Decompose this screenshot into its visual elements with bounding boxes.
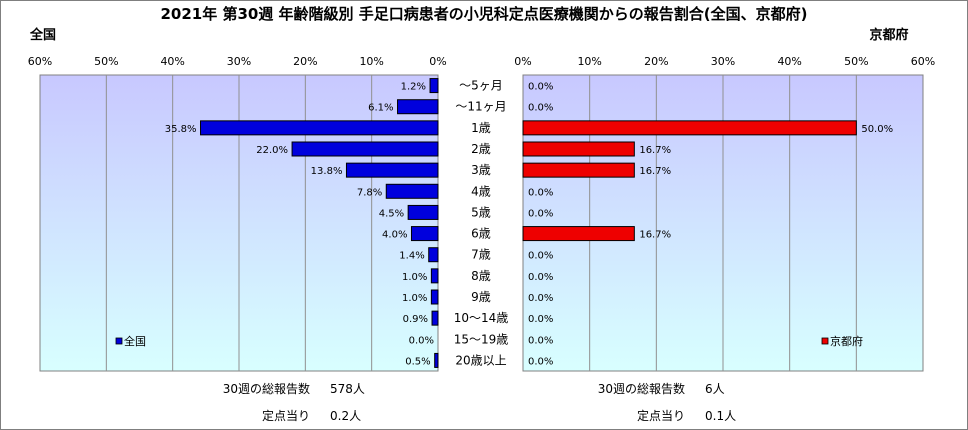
right-data-label: 0.0%	[528, 208, 553, 219]
left-x-tick-label: 0%	[429, 55, 446, 68]
right-legend-label: 京都府	[830, 334, 863, 348]
left-x-tick-label: 30%	[227, 55, 251, 68]
right-x-tick-label: 20%	[644, 55, 668, 68]
category-label: 2歳	[471, 142, 491, 156]
left-total-value: 578人	[330, 382, 365, 396]
left-bar	[345, 162, 439, 178]
right-legend-swatch	[821, 337, 829, 345]
left-bar	[200, 120, 439, 136]
left-x-tick-label: 60%	[28, 55, 52, 68]
category-label: 〜5ヶ月	[459, 79, 503, 93]
left-data-label: 4.0%	[382, 230, 407, 241]
category-label: 8歳	[471, 269, 491, 283]
left-bar	[430, 289, 439, 305]
left-bar	[431, 310, 439, 326]
right-x-tick-label: 50%	[844, 55, 868, 68]
left-data-label: 0.0%	[409, 335, 434, 346]
left-data-label: 1.2%	[401, 82, 426, 93]
left-data-label: 22.0%	[256, 145, 288, 156]
left-bar	[407, 204, 439, 220]
right-data-label: 16.7%	[639, 166, 671, 177]
right-total-label: 30週の総報告数	[598, 381, 685, 396]
left-x-tick-label: 50%	[94, 55, 118, 68]
right-subtitle: 京都府	[869, 27, 908, 43]
left-data-label: 0.9%	[403, 314, 428, 325]
chart-title: 2021年 第30週 年齢階級別 手足口病患者の小児科定点医療機関からの報告割合…	[160, 5, 807, 23]
right-x-tick-label: 30%	[711, 55, 735, 68]
right-x-tick-label: 0%	[514, 55, 531, 68]
left-data-label: 0.5%	[405, 356, 430, 367]
left-bar	[429, 78, 439, 94]
left-subtitle: 全国	[29, 27, 56, 43]
left-data-label: 7.8%	[357, 187, 382, 198]
left-data-label: 1.4%	[399, 251, 424, 262]
left-per-label: 定点当り	[262, 408, 310, 423]
left-bar	[397, 99, 439, 115]
right-data-label: 0.0%	[528, 356, 553, 367]
right-data-label: 50.0%	[861, 124, 893, 135]
right-x-tick-label: 10%	[577, 55, 601, 68]
left-x-tick-label: 20%	[293, 55, 317, 68]
left-data-label: 1.0%	[402, 293, 427, 304]
right-x-tick-label: 60%	[911, 55, 935, 68]
right-data-label: 0.0%	[528, 103, 553, 114]
right-bar	[522, 120, 857, 136]
right-bar	[522, 141, 635, 157]
left-data-label: 6.1%	[368, 103, 393, 114]
right-data-label: 0.0%	[528, 251, 553, 262]
right-data-label: 0.0%	[528, 187, 553, 198]
left-x-tick-label: 40%	[160, 55, 184, 68]
left-bar	[430, 268, 439, 284]
left-per-value: 0.2人	[330, 409, 361, 423]
left-total-label: 30週の総報告数	[223, 381, 310, 396]
category-label: 1歳	[471, 121, 491, 135]
right-data-label: 0.0%	[528, 272, 553, 283]
left-bar	[434, 352, 439, 368]
right-bar	[522, 226, 635, 242]
left-x-tick-label: 10%	[359, 55, 383, 68]
left-legend-label: 全国	[124, 334, 146, 348]
right-data-label: 16.7%	[639, 230, 671, 241]
right-per-value: 0.1人	[705, 409, 736, 423]
left-data-label: 1.0%	[402, 272, 427, 283]
left-data-label: 4.5%	[379, 208, 404, 219]
category-label: 20歳以上	[455, 353, 506, 367]
category-label: 10〜14歳	[454, 311, 509, 325]
right-data-label: 16.7%	[639, 145, 671, 156]
right-data-label: 0.0%	[528, 82, 553, 93]
left-legend-swatch	[115, 337, 123, 345]
category-label: 6歳	[471, 227, 491, 241]
category-label: 3歳	[471, 163, 491, 177]
right-total-value: 6人	[705, 382, 725, 396]
right-x-tick-label: 40%	[777, 55, 801, 68]
category-label: 5歳	[471, 205, 491, 219]
left-data-label: 13.8%	[311, 166, 343, 177]
left-data-label: 35.8%	[165, 124, 197, 135]
right-data-label: 0.0%	[528, 335, 553, 346]
category-label: 15〜19歳	[454, 332, 509, 346]
left-bar	[385, 183, 439, 199]
category-label: 〜11ヶ月	[455, 100, 506, 114]
right-data-label: 0.0%	[528, 314, 553, 325]
right-data-label: 0.0%	[528, 293, 553, 304]
category-label: 9歳	[471, 290, 491, 304]
left-bar	[410, 226, 439, 242]
category-label: 7歳	[471, 248, 491, 262]
left-bar	[291, 141, 439, 157]
right-bar	[522, 162, 635, 178]
left-bar	[428, 247, 439, 263]
right-per-label: 定点当り	[637, 408, 685, 423]
category-label: 4歳	[471, 184, 491, 198]
